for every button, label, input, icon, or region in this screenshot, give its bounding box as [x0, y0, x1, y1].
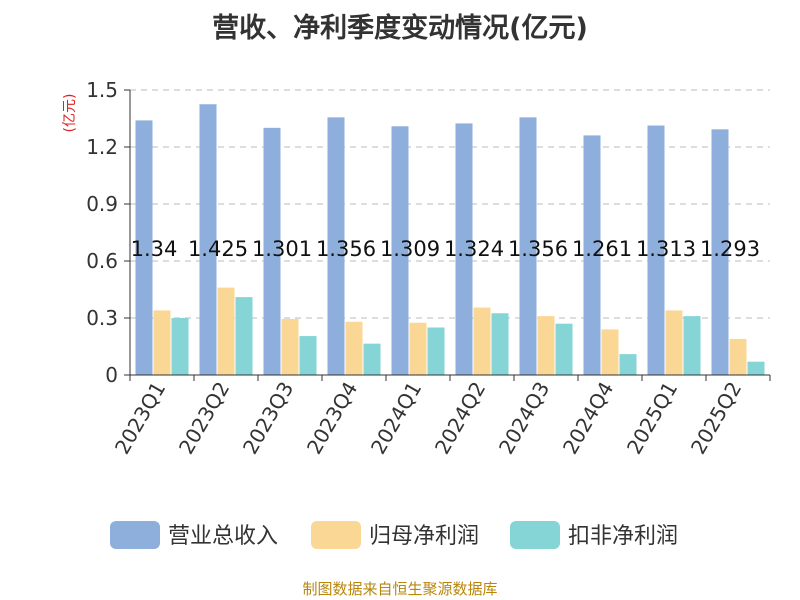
x-tick-label: 2023Q3	[238, 378, 298, 459]
bar-series-3	[171, 318, 189, 375]
bar-series-1	[391, 126, 409, 375]
legend-swatch-2	[311, 521, 361, 549]
data-label: 1.324	[444, 237, 504, 261]
bar-series-1	[199, 104, 217, 375]
legend-label-1: 营业总收入	[168, 524, 278, 549]
data-label: 1.301	[252, 237, 312, 261]
y-tick-label: 0.9	[86, 192, 118, 216]
bar-series-1	[519, 117, 537, 376]
legend-label-3: 扣非净利润	[568, 524, 678, 549]
legend-swatch-1	[110, 521, 160, 549]
y-axis-label: (亿元)	[62, 94, 78, 133]
bar-series-3	[747, 361, 765, 375]
x-tick-label: 2024Q1	[366, 378, 426, 459]
bar-series-3	[619, 354, 637, 375]
x-tick-label: 2023Q2	[174, 378, 234, 459]
x-tick-label: 2025Q2	[686, 378, 746, 459]
x-tick-label: 2024Q2	[430, 378, 490, 459]
legend-label-2: 归母净利润	[369, 524, 479, 549]
data-label: 1.356	[508, 237, 568, 261]
bar-series-3	[427, 327, 445, 375]
x-tick-label: 2023Q4	[302, 378, 362, 459]
source-note: 制图数据来自恒生聚源数据库	[302, 580, 498, 598]
bar-series-1	[647, 125, 665, 375]
x-tick-label: 2023Q1	[110, 378, 170, 459]
bar-series-1	[263, 127, 281, 375]
y-tick-label: 0.6	[86, 249, 118, 273]
data-label: 1.356	[316, 237, 376, 261]
chart-title: 营收、净利季度变动情况(亿元)	[212, 13, 588, 44]
bar-series-3	[363, 343, 381, 375]
legend-swatch-3	[510, 521, 560, 549]
bar-series-2	[473, 307, 491, 375]
data-label: 1.34	[131, 237, 178, 261]
bar-series-1	[135, 120, 153, 376]
data-label: 1.261	[572, 237, 632, 261]
y-tick-label: 1.2	[86, 135, 118, 159]
x-tick-label: 2024Q4	[558, 378, 618, 459]
bar-series-3	[299, 336, 317, 375]
x-tick-label: 2024Q3	[494, 378, 554, 459]
bar-series-3	[235, 297, 253, 375]
bar-series-2	[409, 322, 427, 375]
bar-series-3	[683, 316, 701, 375]
bar-series-2	[537, 316, 555, 375]
data-label: 1.293	[700, 237, 760, 261]
data-label: 1.309	[380, 237, 440, 261]
bar-series-3	[491, 313, 509, 375]
bar-series-1	[327, 117, 345, 376]
bar-series-2	[281, 318, 299, 375]
bar-series-2	[217, 287, 235, 375]
x-tick-label: 2025Q1	[622, 378, 682, 459]
bar-series-1	[711, 129, 729, 375]
y-tick-label: 0	[105, 363, 118, 387]
bar-series-2	[345, 321, 363, 375]
data-label: 1.313	[636, 237, 696, 261]
y-tick-label: 1.5	[86, 78, 118, 102]
bar-series-3	[555, 323, 573, 375]
bar-series-2	[601, 329, 619, 375]
bar-series-1	[455, 123, 473, 375]
bar-series-1	[583, 135, 601, 375]
bar-series-2	[729, 338, 747, 375]
y-tick-label: 0.3	[86, 306, 118, 330]
bar-series-2	[153, 310, 171, 375]
bar-series-2	[665, 310, 683, 375]
data-label: 1.425	[188, 237, 248, 261]
